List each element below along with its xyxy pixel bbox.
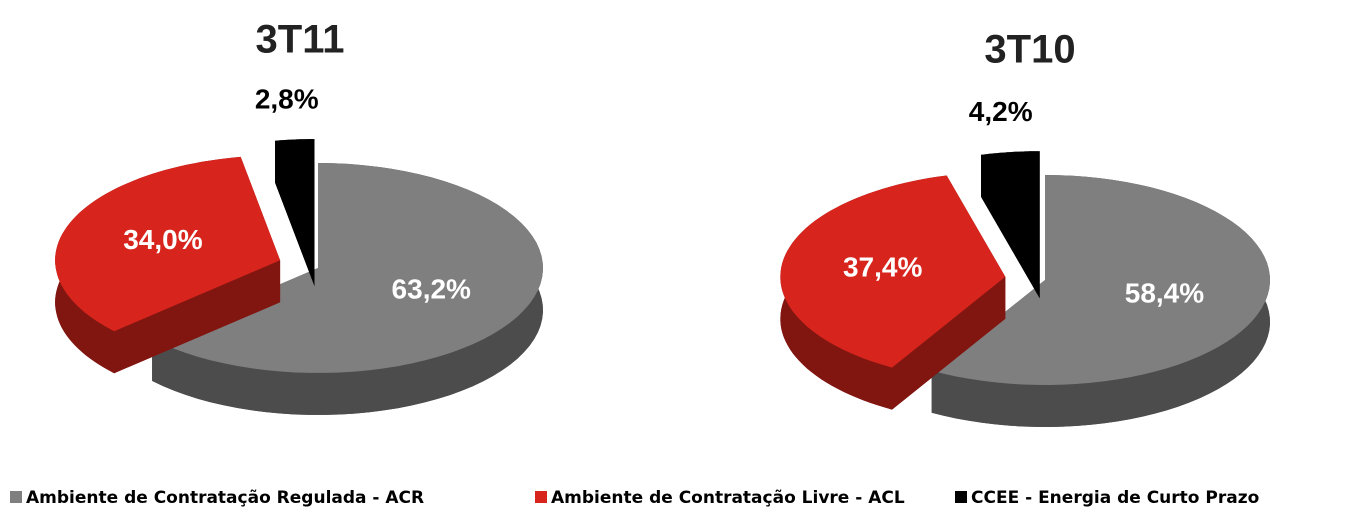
legend-swatch — [955, 491, 967, 503]
legend-swatch — [535, 491, 547, 503]
data-label: 2,8% — [255, 84, 319, 115]
chart-title: 3T11 — [256, 18, 345, 62]
data-label: 34,0% — [123, 224, 202, 255]
legend-swatch — [10, 491, 22, 503]
legend-label: Ambiente de Contratação Regulada - ACR — [26, 488, 424, 508]
slice — [275, 139, 315, 245]
slice-wall — [114, 260, 281, 374]
data-label: 37,4% — [843, 252, 922, 283]
legend-label: Ambiente de Contratação Livre - ACL — [551, 488, 905, 508]
slice-side — [152, 163, 543, 415]
slice — [780, 175, 1006, 368]
chart-title: 3T10 — [984, 28, 1075, 72]
data-label: 4,2% — [969, 96, 1033, 127]
slice — [931, 175, 1270, 385]
legend-label: CCEE - Energia de Curto Prazo — [971, 488, 1259, 508]
slice — [981, 151, 1040, 257]
data-label: 63,2% — [392, 274, 471, 305]
data-label: 58,4% — [1125, 277, 1204, 308]
slice-wall — [892, 276, 1006, 410]
slice — [55, 156, 281, 332]
slice — [152, 163, 543, 373]
